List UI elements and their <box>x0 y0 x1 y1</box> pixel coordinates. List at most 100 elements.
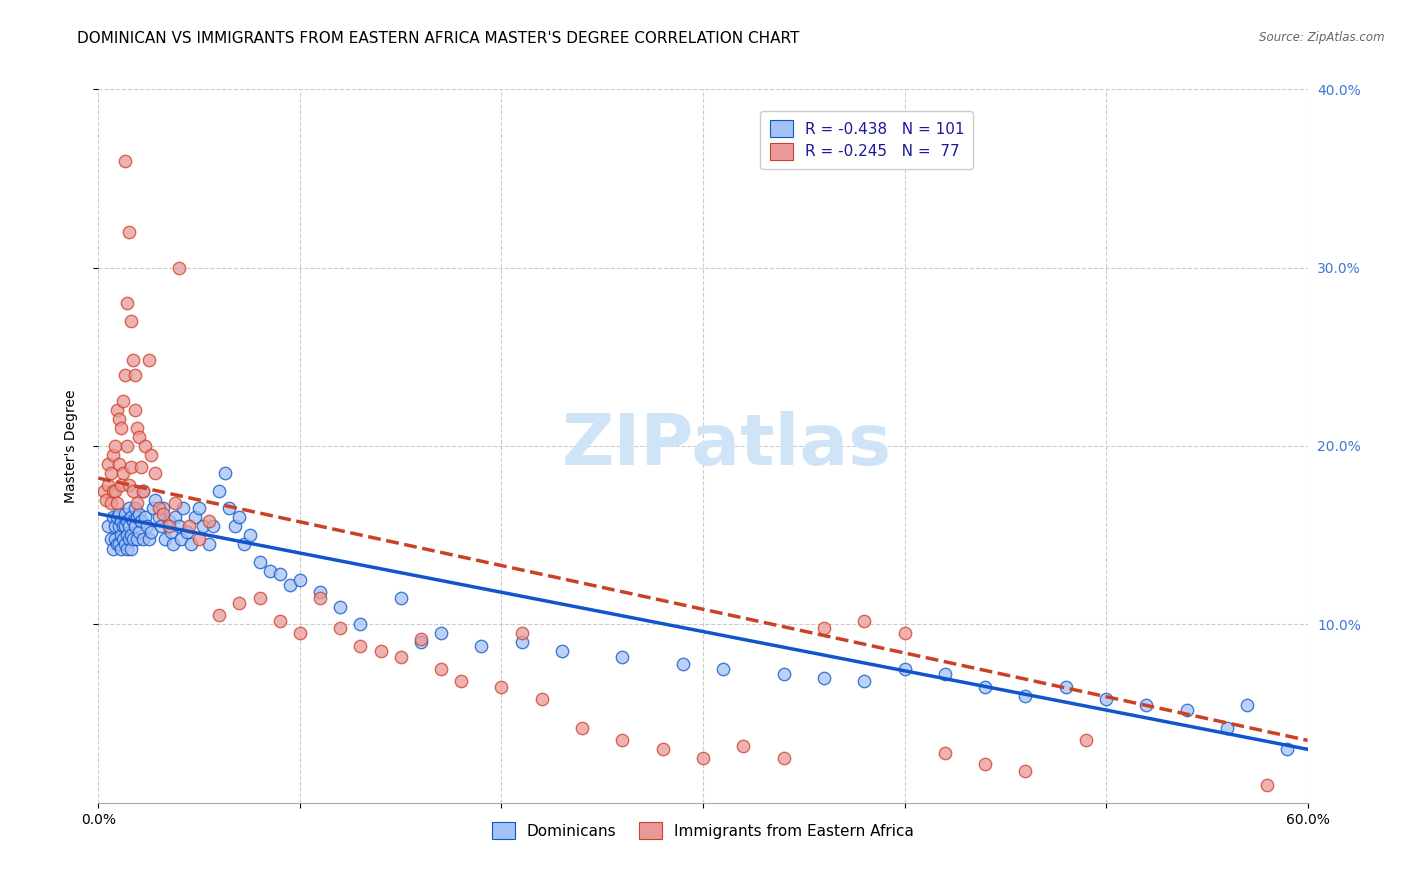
Point <box>1074 733 1097 747</box>
Point <box>120 542 142 557</box>
Point <box>571 721 593 735</box>
Point <box>163 496 186 510</box>
Point <box>121 353 143 368</box>
Point <box>139 524 162 539</box>
Point <box>114 153 136 168</box>
Point <box>208 483 231 498</box>
Point <box>135 519 157 533</box>
Point <box>129 514 152 528</box>
Point <box>129 460 152 475</box>
Point <box>105 403 128 417</box>
Point <box>128 524 150 539</box>
Point <box>239 528 262 542</box>
Point <box>97 478 120 492</box>
Point <box>120 460 142 475</box>
Point <box>551 644 574 658</box>
Point <box>309 585 332 599</box>
Point <box>329 599 352 614</box>
Point <box>125 532 148 546</box>
Text: DOMINICAN VS IMMIGRANTS FROM EASTERN AFRICA MASTER'S DEGREE CORRELATION CHART: DOMINICAN VS IMMIGRANTS FROM EASTERN AFR… <box>77 31 800 46</box>
Point <box>100 466 122 480</box>
Point <box>143 492 166 507</box>
Point <box>111 394 134 409</box>
Point <box>389 649 412 664</box>
Point <box>893 662 915 676</box>
Point <box>134 439 156 453</box>
Point <box>170 532 193 546</box>
Text: Source: ZipAtlas.com: Source: ZipAtlas.com <box>1260 31 1385 45</box>
Point <box>115 542 138 557</box>
Point <box>110 478 132 492</box>
Point <box>349 617 371 632</box>
Point <box>288 626 311 640</box>
Point <box>180 537 202 551</box>
Point <box>121 532 143 546</box>
Point <box>389 591 412 605</box>
Point <box>128 507 150 521</box>
Point <box>115 514 138 528</box>
Point <box>450 674 472 689</box>
Point <box>224 519 246 533</box>
Point <box>105 510 128 524</box>
Point <box>162 537 184 551</box>
Point <box>110 542 132 557</box>
Point <box>208 608 231 623</box>
Point <box>1014 764 1036 778</box>
Point <box>132 483 155 498</box>
Point <box>115 439 138 453</box>
Point <box>651 742 673 756</box>
Point <box>115 296 138 310</box>
Point <box>172 501 194 516</box>
Point <box>121 483 143 498</box>
Point <box>167 260 190 275</box>
Point <box>124 403 146 417</box>
Point <box>118 501 141 516</box>
Point <box>853 614 876 628</box>
Point <box>152 501 174 516</box>
Point <box>1014 689 1036 703</box>
Point <box>124 501 146 516</box>
Point <box>259 564 281 578</box>
Point <box>269 567 291 582</box>
Point <box>893 626 915 640</box>
Point <box>370 644 392 658</box>
Point <box>214 466 236 480</box>
Point <box>733 739 755 753</box>
Point <box>120 510 142 524</box>
Point <box>249 555 271 569</box>
Point <box>772 667 794 681</box>
Point <box>672 657 695 671</box>
Point <box>218 501 240 516</box>
Point <box>107 537 129 551</box>
Point <box>288 573 311 587</box>
Point <box>143 466 166 480</box>
Point <box>349 639 371 653</box>
Point <box>491 680 513 694</box>
Point <box>114 519 136 533</box>
Point <box>1256 778 1278 792</box>
Point <box>167 519 190 533</box>
Legend: Dominicans, Immigrants from Eastern Africa: Dominicans, Immigrants from Eastern Afri… <box>485 816 921 845</box>
Point <box>103 439 125 453</box>
Point <box>124 368 146 382</box>
Point <box>309 591 332 605</box>
Point <box>1236 698 1258 712</box>
Point <box>132 532 155 546</box>
Point <box>120 528 142 542</box>
Point <box>110 421 132 435</box>
Point <box>198 537 221 551</box>
Point <box>772 751 794 765</box>
Point <box>202 519 225 533</box>
Point <box>1135 698 1157 712</box>
Point <box>115 528 138 542</box>
Point <box>142 501 165 516</box>
Point <box>249 591 271 605</box>
Point <box>97 519 120 533</box>
Point <box>692 751 714 765</box>
Point <box>430 626 453 640</box>
Point <box>110 514 132 528</box>
Point <box>149 519 172 533</box>
Point <box>152 507 174 521</box>
Point <box>530 692 553 706</box>
Point <box>430 662 453 676</box>
